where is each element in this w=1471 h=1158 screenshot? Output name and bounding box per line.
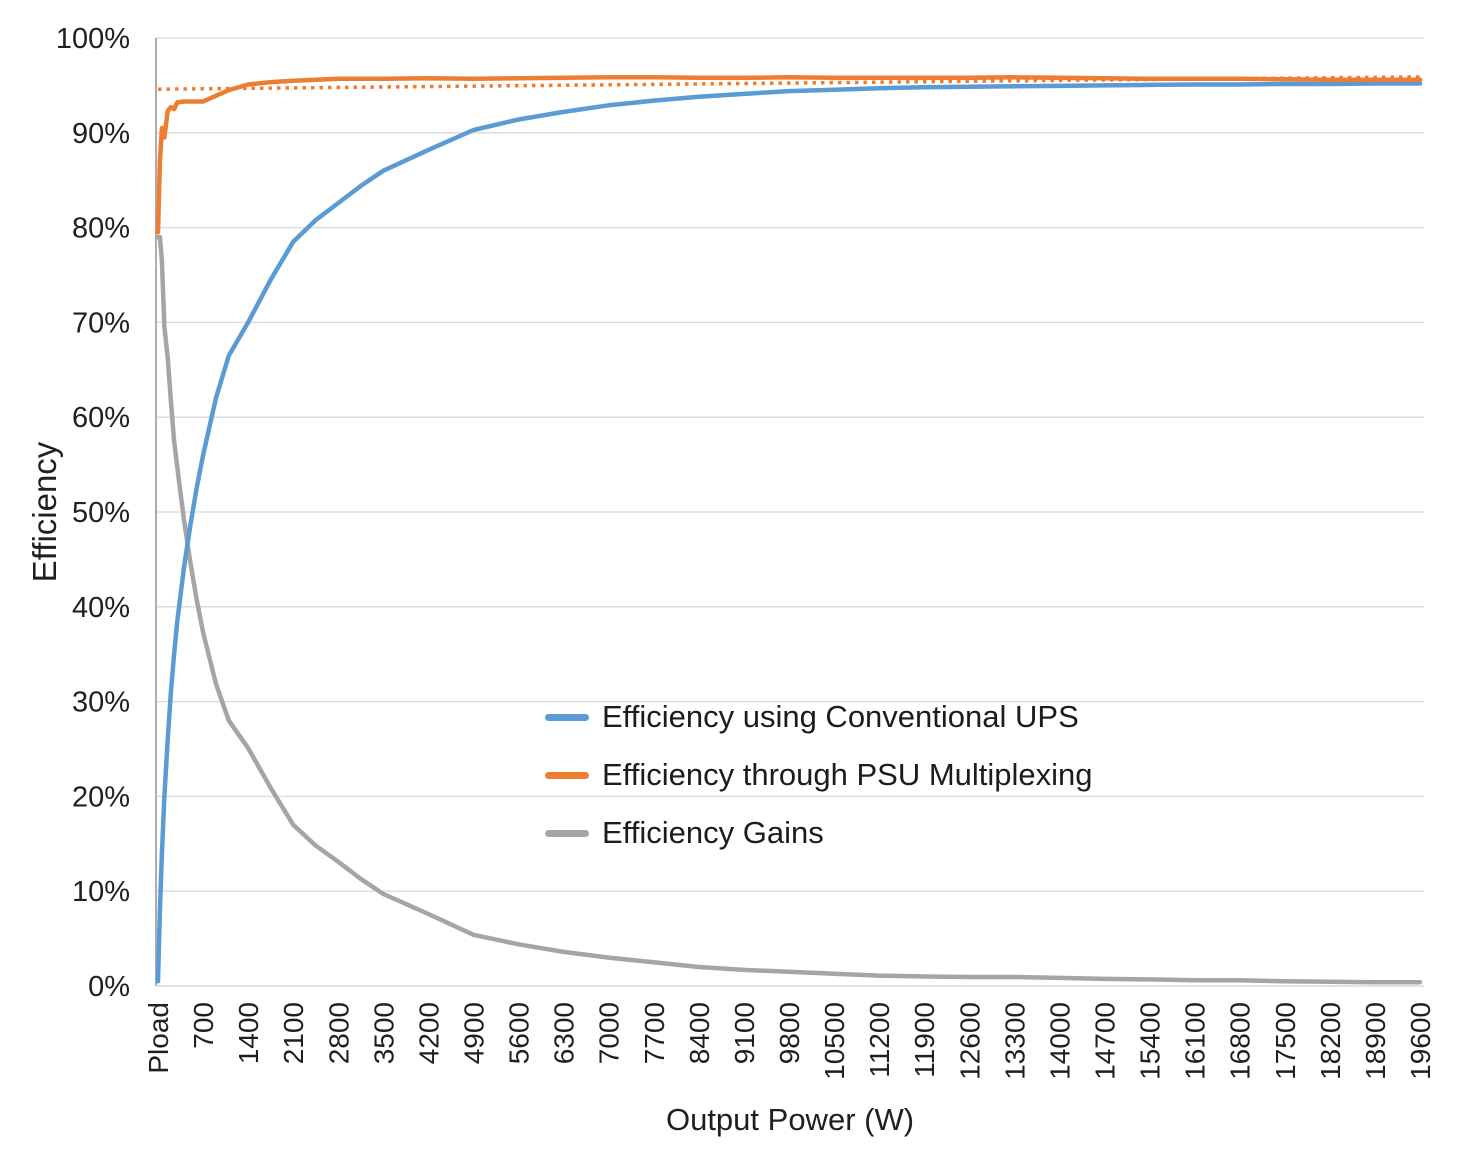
x-tick-label: 19600: [1405, 1002, 1436, 1080]
x-tick-label: 5600: [504, 1002, 535, 1064]
x-tick-label: 15400: [1135, 1002, 1166, 1080]
x-tick-label: 10500: [819, 1002, 850, 1080]
x-tick-label: 9100: [729, 1002, 760, 1064]
legend-label-efficiency-gains: Efficiency Gains: [602, 815, 824, 850]
x-axis-title: Output Power (W): [665, 1102, 915, 1137]
x-tick-label: 14700: [1090, 1002, 1121, 1080]
y-tick-label: 80%: [72, 213, 130, 245]
x-tick-labels: Pload 700 1400 2100 2800 3500 4200 4900 5600 6300…: [143, 1002, 1436, 1080]
x-tick-label: 2100: [278, 1002, 309, 1064]
y-tick-label: 90%: [72, 118, 130, 150]
y-tick-label: 60%: [72, 402, 130, 434]
x-tick-label: 3500: [368, 1002, 399, 1064]
legend: Efficiency using Conventional UPS Effici…: [545, 688, 1093, 862]
gridlines: [156, 37, 1424, 892]
x-tick-label: 2800: [323, 1002, 354, 1064]
x-tick-label: 7700: [639, 1002, 670, 1064]
y-tick-label: 40%: [72, 592, 130, 624]
x-tick-label: 6300: [549, 1002, 580, 1064]
series-line-psu-multiplexing-trendline: [157, 75, 1421, 91]
y-tick-label: 20%: [72, 781, 130, 813]
y-tick-label: 30%: [72, 687, 130, 719]
x-tick-label: 1400: [233, 1002, 264, 1064]
x-tick-label: 12600: [954, 1002, 985, 1080]
y-tick-label: 70%: [72, 307, 130, 339]
series-line-efficiency-through-psu-multiplexing: [155, 75, 1423, 235]
x-tick-label: 11900: [909, 1002, 940, 1078]
axis-lines: [155, 38, 1424, 987]
y-tick-label: 100%: [56, 23, 130, 55]
x-tick-label: 17500: [1270, 1002, 1301, 1080]
y-tick-labels: 100% 90% 80% 70% 60% 50% 40% 30% 20% 10% 0%: [56, 23, 130, 1003]
series-line-efficiency-using-conventional-ups: [155, 81, 1423, 984]
legend-item-psu-multiplexing: Efficiency through PSU Multiplexing: [545, 746, 1093, 804]
x-tick-label: 18200: [1315, 1002, 1346, 1080]
x-tick-label: 16800: [1225, 1002, 1256, 1080]
x-tick-label: 18900: [1360, 1002, 1391, 1080]
legend-item-conventional-ups: Efficiency using Conventional UPS: [545, 688, 1093, 746]
series-lines: [155, 75, 1423, 985]
y-tick-label: 50%: [72, 497, 130, 529]
x-tick-label: Pload: [143, 1002, 174, 1074]
x-tick-label: 8400: [684, 1002, 715, 1064]
x-tick-label: 11200: [864, 1002, 895, 1078]
legend-label-conventional-ups: Efficiency using Conventional UPS: [602, 699, 1079, 734]
x-tick-label: 7000: [594, 1002, 625, 1064]
y-tick-label: 10%: [72, 876, 130, 908]
series-line-efficiency-gains: [155, 234, 1423, 985]
x-tick-label: 700: [188, 1002, 219, 1049]
x-tick-label: 4200: [413, 1002, 444, 1064]
legend-label-psu-multiplexing: Efficiency through PSU Multiplexing: [602, 757, 1093, 792]
x-tick-label: 9800: [774, 1002, 805, 1064]
x-tick-label: 16100: [1180, 1002, 1211, 1080]
x-tick-label: 13300: [999, 1002, 1030, 1080]
legend-item-efficiency-gains: Efficiency Gains: [545, 804, 1093, 862]
legend-line-swatch-gray: [545, 829, 589, 837]
x-tick-label: 14000: [1044, 1002, 1075, 1080]
legend-line-swatch-orange: [545, 771, 589, 779]
x-tick-label: 4900: [459, 1002, 490, 1064]
legend-line-swatch-blue: [545, 713, 589, 721]
y-axis-title: Efficiency: [26, 441, 63, 583]
y-tick-label: 0%: [88, 971, 130, 1003]
